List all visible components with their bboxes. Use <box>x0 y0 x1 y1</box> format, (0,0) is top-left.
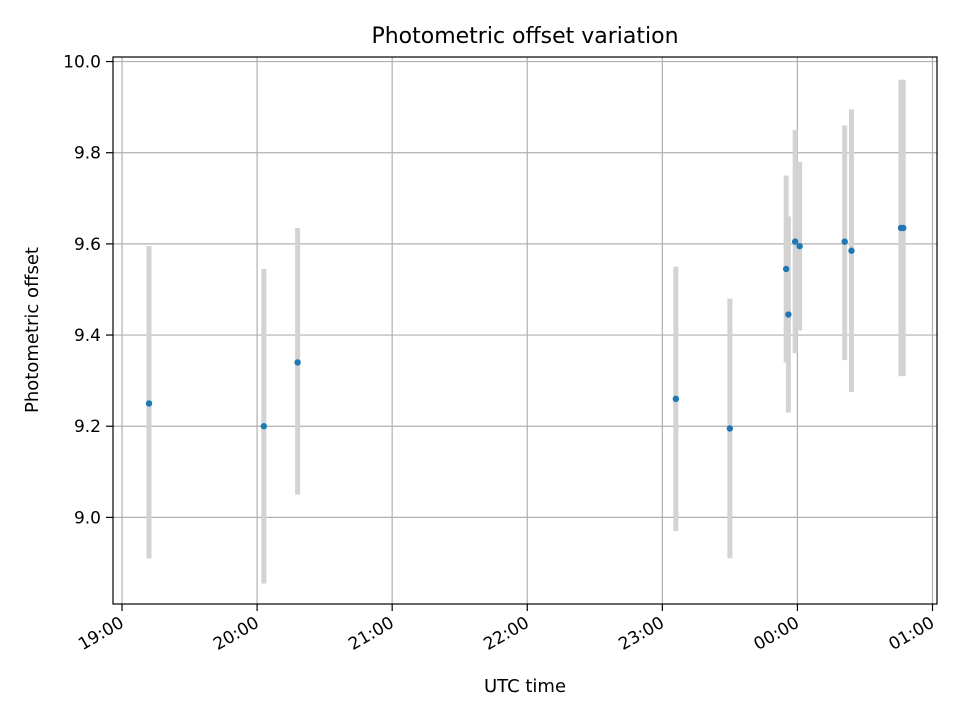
x-tick-label: 20:00 <box>210 613 262 655</box>
x-tick-label: 23:00 <box>615 613 667 655</box>
y-tick-label: 9.2 <box>74 417 101 437</box>
y-tick-label: 9.8 <box>74 144 101 164</box>
y-axis-label: Photometric offset <box>22 247 43 413</box>
data-point <box>672 395 680 403</box>
data-point <box>848 247 855 254</box>
data-point <box>726 425 734 432</box>
data-point <box>900 224 907 232</box>
x-tick-label: 21:00 <box>345 613 397 655</box>
y-tick-label: 9.4 <box>74 326 101 346</box>
data-point <box>294 359 301 366</box>
x-tick-label: 00:00 <box>750 613 802 655</box>
y-tick-label: 9.0 <box>74 508 101 528</box>
y-tick-label: 10.0 <box>63 53 101 73</box>
data-points <box>145 224 907 432</box>
x-tick-label: 01:00 <box>886 613 938 655</box>
y-tick-label: 9.6 <box>74 235 101 255</box>
data-point <box>145 400 153 407</box>
x-axis-label: UTC time <box>484 676 566 697</box>
plot-frame <box>112 56 938 605</box>
data-point <box>785 311 792 318</box>
x-tick-label: 22:00 <box>480 613 532 655</box>
x-tick-label: 19:00 <box>75 613 127 655</box>
data-point <box>796 242 803 250</box>
data-point <box>260 423 268 430</box>
data-point <box>791 238 799 245</box>
error-bars <box>146 79 906 584</box>
data-point <box>782 265 790 273</box>
chart-title: Photometric offset variation <box>371 24 678 49</box>
axis-ticks: 19:00 20:00 21:00 22:00 23:00 00:00 01:00 9.0 9.… <box>63 53 938 655</box>
grid <box>113 57 937 604</box>
data-point <box>841 238 848 245</box>
